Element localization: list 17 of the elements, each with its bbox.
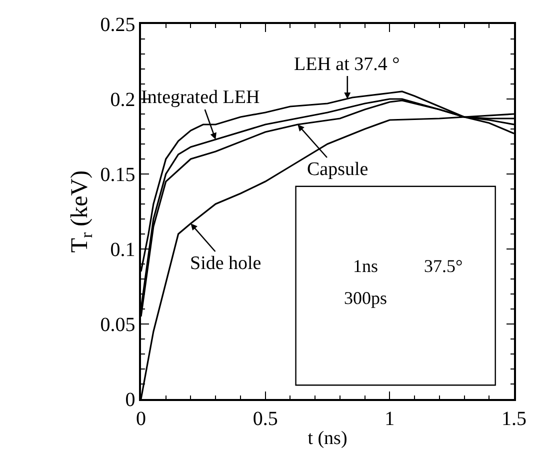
x-tick-label: 1.5 (502, 408, 526, 430)
y-tick-label: 0 (125, 389, 136, 411)
annotation: Integrated LEH (141, 87, 260, 108)
y-tick-label: 0.15 (100, 164, 136, 186)
annotation: Capsule (307, 159, 368, 180)
x-tick-label: 0.5 (252, 408, 278, 430)
y-tick-label: 0.2 (110, 89, 136, 111)
annotation: LEH at 37.4 ° (294, 54, 400, 75)
y-tick-label: 0.1 (110, 239, 136, 261)
annotation: Side hole (190, 253, 262, 274)
y-tick-label: 0.25 (100, 14, 136, 36)
x-axis-title: t (ns) (308, 428, 348, 450)
annotation: 1ns (353, 256, 378, 276)
y-tick-label: 0.05 (100, 314, 136, 336)
annotation: 300ps (344, 288, 388, 308)
x-tick-label: 1 (384, 408, 395, 430)
annotation: 37.5° (424, 256, 463, 276)
